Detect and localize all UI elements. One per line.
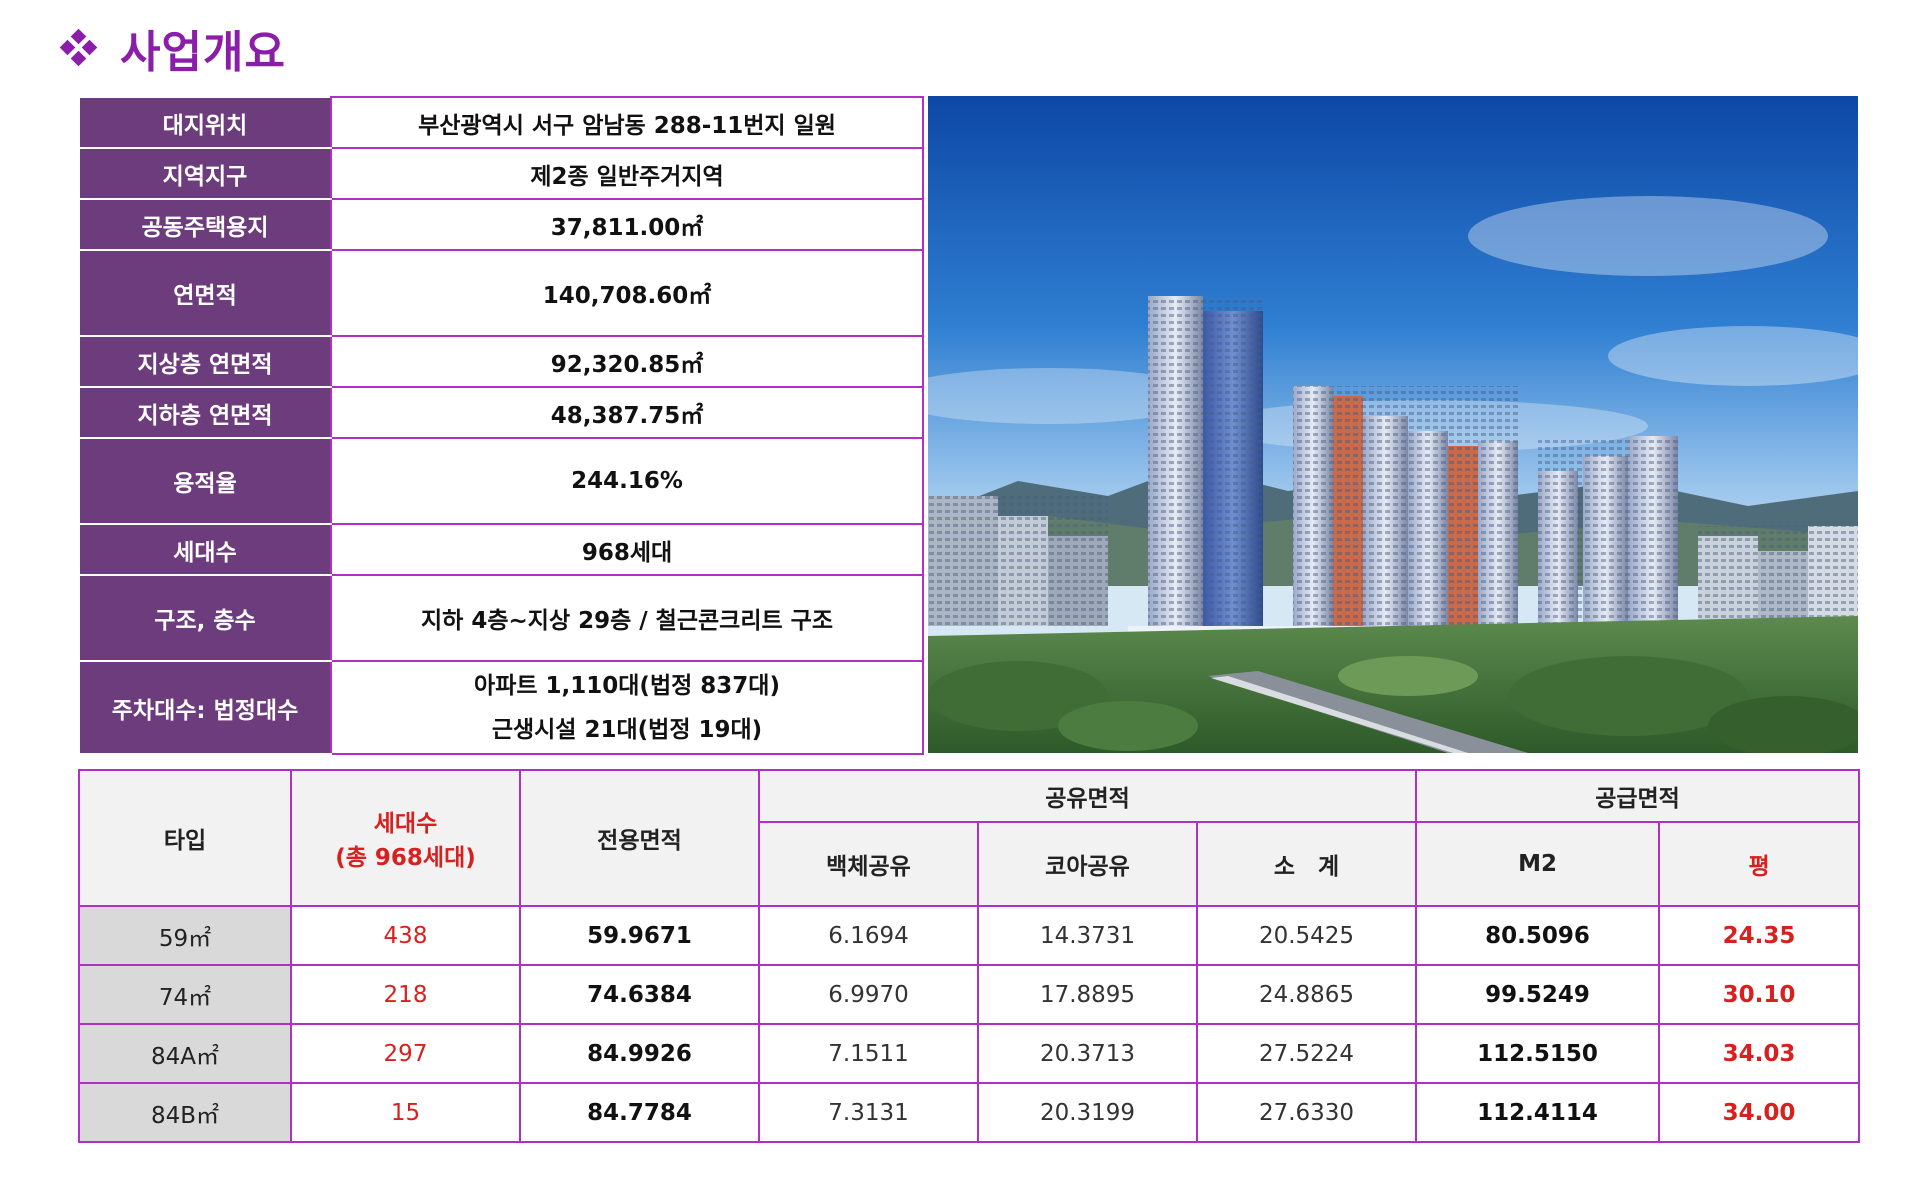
table-row: 74㎡ 218 74.6384 6.9970 17.8895 24.8865 9… — [78, 964, 1861, 1025]
info-value: 지하 4층~지상 29층 / 철근콘크리트 구조 — [330, 574, 924, 662]
cell-subtotal: 24.8865 — [1195, 964, 1418, 1025]
header-core-shared: 코아공유 — [977, 821, 1198, 907]
cell-pyeong: 34.00 — [1658, 1082, 1861, 1143]
table-row: 59㎡ 438 59.9671 6.1694 14.3731 20.5425 8… — [78, 905, 1861, 966]
info-row: 지역지구 제2종 일반주거지역 — [78, 147, 924, 200]
info-value: 제2종 일반주거지역 — [330, 147, 924, 200]
info-row: 주차대수: 법정대수 아파트 1,110대(법정 837대) 근생시설 21대(… — [78, 660, 924, 755]
info-row: 용적율 244.16% — [78, 437, 924, 525]
header-households-label: 세대수 — [373, 811, 438, 837]
header-exclusive-area: 전용면적 — [519, 769, 760, 907]
cell-exclusive: 59.9671 — [519, 905, 760, 966]
header-shared-area: 공유면적 — [757, 769, 1418, 823]
header-households-total: (총 968세대) — [335, 845, 476, 871]
info-row: 지하층 연면적 48,387.75㎡ — [78, 386, 924, 439]
cell-type: 74㎡ — [78, 964, 292, 1025]
cell-m2: 99.5249 — [1415, 964, 1661, 1025]
info-label: 주차대수: 법정대수 — [78, 660, 332, 755]
page-title: 사업개요 — [120, 27, 286, 78]
cell-subtotal: 20.5425 — [1195, 905, 1418, 966]
cell-subtotal: 27.6330 — [1195, 1082, 1418, 1143]
cell-core-shared: 14.3731 — [977, 905, 1198, 966]
info-value: 92,320.85㎡ — [330, 335, 924, 388]
cell-m2: 112.5150 — [1415, 1023, 1661, 1084]
header-m2: M2 — [1415, 821, 1661, 907]
info-row: 세대수 968세대 — [78, 523, 924, 576]
info-value-multiline: 아파트 1,110대(법정 837대) 근생시설 21대(법정 19대) — [330, 660, 924, 755]
header-pyeong: 평 — [1658, 821, 1861, 907]
info-row: 연면적 140,708.60㎡ — [78, 249, 924, 337]
cell-m2: 112.4114 — [1415, 1082, 1661, 1143]
header-subtotal: 소 계 — [1195, 821, 1418, 907]
cell-households: 438 — [290, 905, 521, 966]
info-label: 구조, 층수 — [78, 574, 332, 662]
info-label: 용적율 — [78, 437, 332, 525]
cell-exclusive: 84.7784 — [519, 1082, 760, 1143]
cell-core-shared: 20.3199 — [977, 1082, 1198, 1143]
cell-type: 84A㎡ — [78, 1023, 292, 1084]
cell-wall-shared: 7.3131 — [758, 1082, 979, 1143]
cell-households: 15 — [290, 1082, 521, 1143]
info-label: 대지위치 — [78, 96, 332, 149]
info-value: 48,387.75㎡ — [330, 386, 924, 439]
cell-pyeong: 24.35 — [1658, 905, 1861, 966]
parking-commercial: 근생시설 21대(법정 19대) — [491, 716, 763, 743]
cell-exclusive: 74.6384 — [519, 964, 760, 1025]
info-row: 대지위치 부산광역시 서구 암남동 288-11번지 일원 — [78, 96, 924, 149]
cell-pyeong: 30.10 — [1658, 964, 1861, 1025]
cell-m2: 80.5096 — [1415, 905, 1661, 966]
info-label: 지역지구 — [78, 147, 332, 200]
cell-exclusive: 84.9926 — [519, 1023, 760, 1084]
info-value: 37,811.00㎡ — [330, 198, 924, 251]
parking-apartment: 아파트 1,110대(법정 837대) — [474, 672, 780, 699]
diamond-bullet-icon — [59, 28, 98, 67]
info-row: 공동주택용지 37,811.00㎡ — [78, 198, 924, 251]
cell-households: 297 — [290, 1023, 521, 1084]
rendering-illustration — [928, 96, 1858, 753]
info-label: 지하층 연면적 — [78, 386, 332, 439]
cell-wall-shared: 6.9970 — [758, 964, 979, 1025]
table-subheader-row: 백체공유 코아공유 소 계 M2 평 — [79, 821, 1861, 907]
info-label: 지상층 연면적 — [78, 335, 332, 388]
header-supply-area: 공급면적 — [1415, 769, 1861, 823]
apartment-rendering-image — [928, 96, 1858, 753]
info-value: 부산광역시 서구 암남동 288-11번지 일원 — [330, 96, 924, 149]
table-header-row: 타입 세대수 (총 968세대) 전용면적 공유면적 공급면적 — [78, 769, 1861, 907]
cell-wall-shared: 6.1694 — [758, 905, 979, 966]
info-value: 140,708.60㎡ — [330, 249, 924, 337]
cell-pyeong: 34.03 — [1658, 1023, 1861, 1084]
info-value: 244.16% — [330, 437, 924, 525]
page-title-block: 사업개요 — [59, 16, 286, 80]
header-type: 타입 — [78, 769, 292, 907]
info-label: 공동주택용지 — [78, 198, 332, 251]
cell-subtotal: 27.5224 — [1195, 1023, 1418, 1084]
header-households: 세대수 (총 968세대) — [290, 769, 521, 907]
cell-core-shared: 20.3713 — [977, 1023, 1198, 1084]
info-label: 연면적 — [78, 249, 332, 337]
info-value: 968세대 — [330, 523, 924, 576]
header-wall-shared: 백체공유 — [758, 821, 979, 907]
cell-type: 84B㎡ — [78, 1082, 292, 1143]
info-row: 지상층 연면적 92,320.85㎡ — [78, 335, 924, 388]
cell-core-shared: 17.8895 — [977, 964, 1198, 1025]
info-row: 구조, 층수 지하 4층~지상 29층 / 철근콘크리트 구조 — [78, 574, 924, 662]
unit-area-table: 타입 세대수 (총 968세대) 전용면적 공유면적 공급면적 백체공유 코아공… — [78, 769, 1861, 1143]
cell-households: 218 — [290, 964, 521, 1025]
table-row: 84A㎡ 297 84.9926 7.1511 20.3713 27.5224 … — [78, 1023, 1861, 1084]
cell-wall-shared: 7.1511 — [758, 1023, 979, 1084]
cell-type: 59㎡ — [78, 905, 292, 966]
table-row: 84B㎡ 15 84.7784 7.3131 20.3199 27.6330 1… — [78, 1082, 1861, 1143]
project-info-table: 대지위치 부산광역시 서구 암남동 288-11번지 일원 지역지구 제2종 일… — [78, 96, 924, 755]
info-label: 세대수 — [78, 523, 332, 576]
